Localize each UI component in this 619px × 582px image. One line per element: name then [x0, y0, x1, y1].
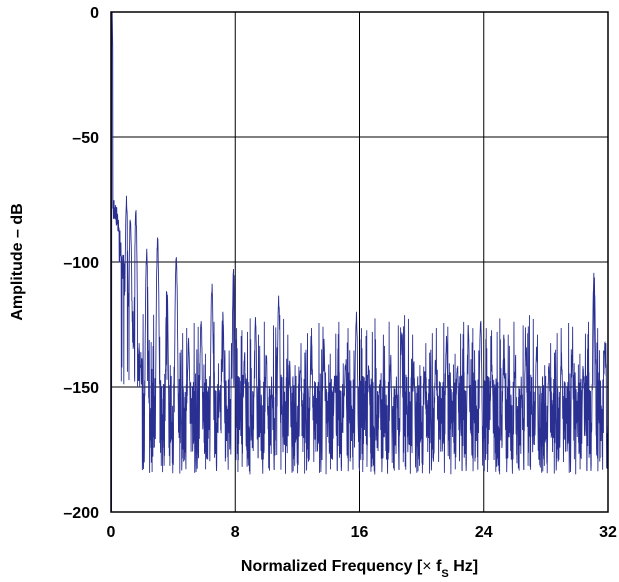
x-tick-label: 24 — [475, 524, 493, 541]
x-tick-label: 0 — [107, 524, 116, 541]
y-tick-label: –100 — [63, 255, 99, 272]
plot-frame — [110, 11, 609, 513]
x-tick-label: 32 — [599, 524, 617, 541]
x-axis-label-unit: Hz] — [449, 558, 478, 575]
x-tick-label: 8 — [231, 524, 240, 541]
x-axis-label-f: f — [432, 558, 442, 575]
x-axis-label: Normalized Frequency [× fS Hz] — [241, 558, 478, 580]
x-tick-label: 16 — [351, 524, 369, 541]
y-tick-label: –200 — [63, 505, 99, 522]
y-axis-label: Amplitude – dB — [9, 203, 26, 320]
spectrum-line — [111, 11, 609, 513]
x-axis-ticks: 0 8 16 24 32 — [107, 524, 617, 541]
x-axis-label-sub: S — [441, 568, 448, 580]
y-axis-ticks: 0 –50 –100 –150 –200 — [63, 5, 99, 522]
y-tick-label: –150 — [63, 380, 99, 397]
spectrum-trace — [111, 11, 609, 513]
x-axis-label-times: × — [422, 558, 431, 575]
x-axis-label-main: Normalized Frequency [ — [241, 558, 423, 575]
y-tick-label: 0 — [90, 5, 99, 22]
y-tick-label: –50 — [72, 130, 99, 147]
